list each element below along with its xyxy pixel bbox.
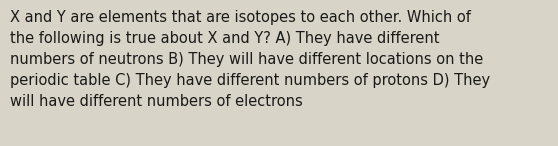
- Text: X and Y are elements that are isotopes to each other. Which of
the following is : X and Y are elements that are isotopes t…: [10, 10, 490, 109]
